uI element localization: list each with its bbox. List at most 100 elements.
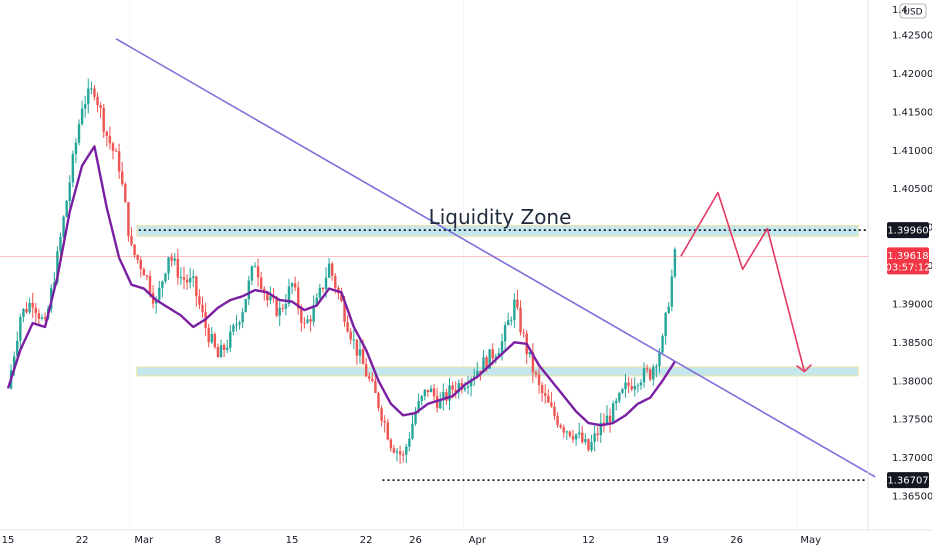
- time-tick-label: 12: [582, 535, 595, 546]
- candle-body: [389, 439, 393, 449]
- price-tick-label: 1.40500: [892, 184, 932, 195]
- ema-line: [6, 145, 676, 427]
- price-tick-label: 1.41000: [892, 146, 932, 157]
- candle-body: [568, 431, 572, 437]
- candle-body: [318, 287, 322, 298]
- candle-body: [167, 257, 170, 274]
- candle-body: [31, 302, 34, 308]
- countdown-label: 03:57:12: [886, 262, 931, 273]
- candle-body: [148, 275, 152, 294]
- candle-body: [584, 439, 587, 443]
- candle-body: [636, 385, 640, 387]
- candle-body: [28, 302, 31, 313]
- candle-body: [494, 356, 498, 359]
- candle-body: [74, 142, 78, 155]
- candle-body: [201, 304, 204, 313]
- price-tick-label: 1.38500: [892, 338, 932, 349]
- level-badge-1.39960: [887, 222, 929, 239]
- candle-body: [500, 341, 504, 354]
- trendline-line: [115, 38, 876, 478]
- zone-title: Liquidity Zone: [429, 205, 572, 229]
- candle-body: [80, 108, 84, 125]
- price-tick-label: 1.41500: [892, 107, 932, 118]
- candle-body: [213, 334, 217, 348]
- candle-body: [544, 393, 547, 396]
- candle-body: [266, 293, 269, 301]
- candle-body: [670, 276, 674, 307]
- level-badge-1.36707: [887, 472, 929, 489]
- candle-body: [528, 352, 531, 355]
- currency-badge[interactable]: USD: [899, 3, 927, 19]
- candle-body: [482, 357, 485, 373]
- candle-body: [593, 433, 596, 442]
- candle-body: [411, 423, 414, 439]
- projection-path[interactable]: [680, 191, 812, 373]
- price-tick-label: 1.37000: [892, 453, 932, 464]
- candle-body: [343, 301, 346, 322]
- level-badge-label: 1.36707: [887, 476, 928, 487]
- candle-body: [229, 331, 232, 348]
- candle-body: [374, 380, 377, 394]
- candle-body: [537, 374, 541, 385]
- candle-body: [244, 299, 247, 312]
- candle-body: [309, 319, 312, 322]
- candle-body: [463, 387, 467, 390]
- candle-body: [142, 269, 146, 276]
- candle-body: [284, 303, 288, 309]
- price-tick-label: 1.39000: [892, 299, 932, 310]
- time-axis[interactable]: 15 22 Mar 8 15 22 26 Apr 12 19 26 May: [2, 535, 822, 546]
- candle-body: [355, 339, 359, 356]
- candle-body: [432, 388, 436, 397]
- candle-body: [615, 400, 618, 404]
- price-tick-label: 1.42000: [892, 69, 932, 80]
- candle-body: [182, 277, 186, 280]
- time-tick-label: 8: [215, 535, 221, 546]
- candle-body: [210, 334, 213, 343]
- candle-body: [346, 321, 349, 332]
- candle-body: [398, 451, 402, 455]
- candle-body: [485, 357, 488, 369]
- candle-body: [300, 308, 303, 323]
- candle-body: [40, 317, 44, 319]
- level-badge-label: 1.39960: [887, 226, 928, 237]
- candle-body: [185, 279, 189, 283]
- candle-body: [658, 352, 661, 367]
- candle-body: [133, 244, 136, 256]
- candle-body: [599, 422, 602, 436]
- projection-arrowhead: [795, 363, 812, 373]
- candle-body: [65, 201, 68, 217]
- candle-body: [408, 438, 411, 447]
- candle-body: [173, 258, 176, 261]
- trendline[interactable]: [115, 38, 876, 478]
- candle-body: [161, 281, 164, 288]
- candle-body: [531, 352, 535, 373]
- candle-body: [386, 422, 389, 440]
- candle-body: [439, 400, 442, 409]
- candle-body: [540, 384, 544, 394]
- candle-body: [358, 349, 362, 356]
- candle-body: [250, 266, 254, 281]
- candle-body: [19, 316, 22, 341]
- candle-body: [596, 433, 599, 436]
- candle-body: [334, 275, 337, 288]
- candle-body: [562, 427, 565, 433]
- candle-body: [522, 332, 525, 334]
- price-tick-label: 1.42500: [892, 31, 932, 42]
- candle-body: [371, 378, 374, 381]
- candle-body: [402, 454, 405, 456]
- candle-body: [232, 325, 235, 332]
- price-tick-label: 1.38000: [892, 376, 932, 387]
- candle-body: [448, 385, 451, 401]
- candle-body: [451, 385, 454, 390]
- candle-body: [16, 340, 19, 357]
- candle-body: [179, 277, 183, 279]
- candle-body: [287, 286, 291, 304]
- current-price-label: 1.39618: [887, 251, 928, 262]
- candle-body: [83, 104, 87, 109]
- time-tick-label: 15: [286, 535, 299, 546]
- candle-body: [380, 408, 383, 421]
- candle-body: [581, 432, 584, 443]
- candle-body: [661, 336, 664, 353]
